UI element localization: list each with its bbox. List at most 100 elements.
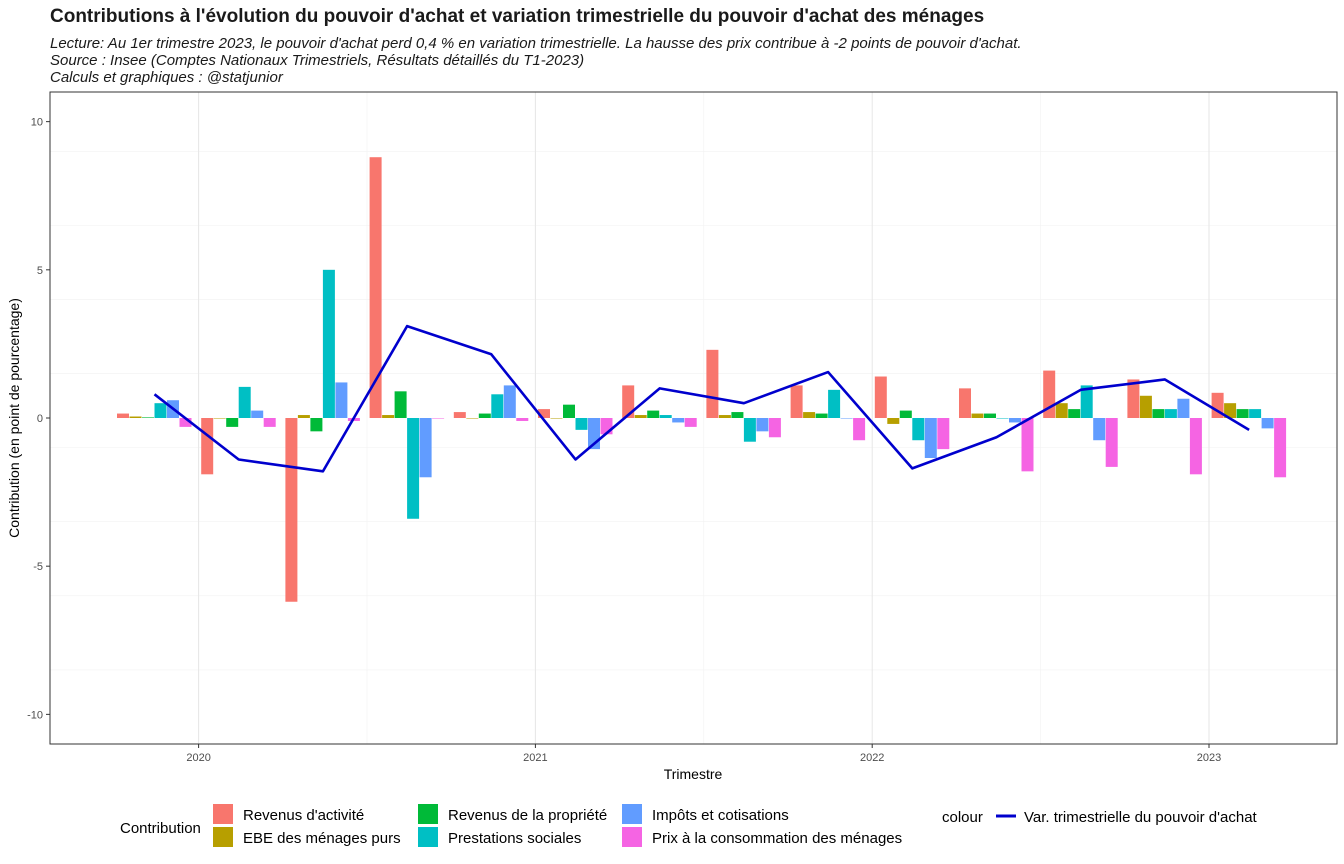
line-group xyxy=(153,324,1250,473)
bar-revenus-de-la-propriete-2022-T3 xyxy=(1068,409,1081,418)
bar-revenus-de-la-propriete-2022-T2 xyxy=(984,413,996,418)
bar-ebe-des-menages-purs-2023-T1 xyxy=(1224,403,1237,418)
bar-prestations-sociales-2022-T2 xyxy=(996,418,1009,419)
bar-revenus-de-la-propriete-2019-T4 xyxy=(142,417,154,418)
bar-impots-et-cotisations-2020-T2 xyxy=(335,382,348,418)
bar-ebe-des-menages-purs-2020-T1 xyxy=(213,418,226,419)
chart-subtitle-credits: Calculs et graphiques : @statjunior xyxy=(50,69,283,86)
bar-impots-et-cotisations-2020-T1 xyxy=(251,410,264,418)
bar-ebe-des-menages-purs-2022-T4 xyxy=(1139,395,1152,418)
bar-prix-a-la-consommation-des-menages-2020-T3 xyxy=(432,418,445,419)
bar-impots-et-cotisations-2020-T4 xyxy=(503,385,516,418)
legend: Contribution colour Revenus d'activité EB… xyxy=(120,804,1258,847)
bar-impots-et-cotisations-2022-T2 xyxy=(1009,418,1021,423)
bar-prestations-sociales-2020-T3 xyxy=(407,418,420,519)
x-axis: 2020 2021 2022 2023 xyxy=(186,744,1221,764)
legend-label-prestations-sociales: Prestations sociales xyxy=(448,830,581,847)
bar-impots-et-cotisations-2021-T4 xyxy=(840,418,853,419)
x-tick-label-2022: 2022 xyxy=(860,752,884,764)
legend-label-prix-a-la-consommation-des-menages: Prix à la consommation des ménages xyxy=(652,830,902,847)
bars-group xyxy=(117,157,1287,602)
bar-prestations-sociales-2022-T4 xyxy=(1164,409,1177,418)
x-tick-label-2023: 2023 xyxy=(1197,752,1221,764)
bar-revenus-d-activite-2022-T4 xyxy=(1127,379,1140,418)
x-axis-title: Trimestre xyxy=(664,766,723,782)
bar-ebe-des-menages-purs-2020-T3 xyxy=(382,415,395,418)
bar-prix-a-la-consommation-des-menages-2023-T1 xyxy=(1274,418,1287,478)
line-var-trimestrielle xyxy=(153,324,1250,473)
bar-revenus-d-activite-2021-T3 xyxy=(706,349,719,418)
bar-prix-a-la-consommation-des-menages-2020-T4 xyxy=(516,418,529,421)
x-tick-label-2020: 2020 xyxy=(186,752,210,764)
bar-revenus-de-la-propriete-2020-T1 xyxy=(226,418,239,427)
bar-revenus-d-activite-2020-T2 xyxy=(285,418,298,602)
bar-prestations-sociales-2020-T2 xyxy=(322,269,335,418)
bar-revenus-d-activite-2021-T4 xyxy=(790,385,803,418)
bar-impots-et-cotisations-2021-T2 xyxy=(672,418,685,423)
legend-key-revenus-d-activite xyxy=(213,804,233,824)
x-tick-label-2021: 2021 xyxy=(523,752,547,764)
legend-label-revenus-d-activite: Revenus d'activité xyxy=(243,807,364,824)
bar-prix-a-la-consommation-des-menages-2022-T3 xyxy=(1105,418,1118,467)
bar-ebe-des-menages-purs-2022-T2 xyxy=(971,413,984,418)
bar-revenus-de-la-propriete-2020-T3 xyxy=(394,391,407,418)
bar-impots-et-cotisations-2022-T3 xyxy=(1093,418,1106,441)
y-tick-label: 5 xyxy=(37,265,43,277)
bar-impots-et-cotisations-2021-T3 xyxy=(756,418,769,432)
bar-revenus-de-la-propriete-2021-T4 xyxy=(815,413,828,418)
bar-revenus-d-activite-2021-T1 xyxy=(538,409,550,418)
bar-prestations-sociales-2019-T4 xyxy=(154,403,167,418)
bar-revenus-de-la-propriete-2021-T2 xyxy=(647,410,660,418)
legend-label-impots-et-cotisations: Impôts et cotisations xyxy=(652,807,789,824)
bar-revenus-de-la-propriete-2022-T1 xyxy=(899,410,912,418)
bar-revenus-d-activite-2021-T2 xyxy=(622,385,635,418)
bar-revenus-de-la-propriete-2022-T4 xyxy=(1152,409,1165,418)
legend-label-revenus-de-la-propriete: Revenus de la propriété xyxy=(448,807,607,824)
bar-revenus-d-activite-2019-T4 xyxy=(117,413,129,418)
legend-title-contribution: Contribution xyxy=(120,820,201,837)
bar-impots-et-cotisations-2022-T1 xyxy=(924,418,937,459)
bar-prestations-sociales-2021-T1 xyxy=(575,418,588,430)
bar-prix-a-la-consommation-des-menages-2021-T4 xyxy=(853,418,866,441)
bar-prix-a-la-consommation-des-menages-2021-T3 xyxy=(768,418,781,438)
legend-key-ebe-des-menages-purs xyxy=(213,827,233,847)
bar-revenus-de-la-propriete-2021-T1 xyxy=(563,404,575,418)
bar-prestations-sociales-2022-T1 xyxy=(912,418,925,441)
bar-prestations-sociales-2023-T1 xyxy=(1249,409,1262,418)
bar-ebe-des-menages-purs-2022-T1 xyxy=(887,418,900,424)
bar-prix-a-la-consommation-des-menages-2022-T1 xyxy=(937,418,950,450)
bar-impots-et-cotisations-2022-T4 xyxy=(1177,398,1190,418)
bar-ebe-des-menages-purs-2019-T4 xyxy=(129,416,142,418)
legend-label-line: Var. trimestrielle du pouvoir d'achat xyxy=(1024,809,1258,826)
bar-prix-a-la-consommation-des-menages-2022-T4 xyxy=(1189,418,1202,475)
bar-ebe-des-menages-purs-2020-T2 xyxy=(297,415,310,418)
bar-revenus-de-la-propriete-2020-T2 xyxy=(310,418,323,432)
bar-ebe-des-menages-purs-2021-T2 xyxy=(634,415,647,418)
grid-lines xyxy=(50,92,1337,745)
legend-key-impots-et-cotisations xyxy=(622,804,642,824)
bar-revenus-d-activite-2022-T1 xyxy=(874,376,887,418)
bar-ebe-des-menages-purs-2021-T4 xyxy=(803,412,816,418)
bar-revenus-de-la-propriete-2023-T1 xyxy=(1236,409,1249,418)
bar-ebe-des-menages-purs-2021-T1 xyxy=(550,418,563,419)
bar-prix-a-la-consommation-des-menages-2021-T2 xyxy=(684,418,697,427)
bar-revenus-d-activite-2020-T1 xyxy=(201,418,214,475)
bar-revenus-d-activite-2020-T3 xyxy=(369,157,382,418)
y-axis: -10 -5 0 5 10 xyxy=(27,117,50,721)
legend-title-colour: colour xyxy=(942,809,983,826)
y-tick-label: -10 xyxy=(27,709,43,721)
chart-subtitle-source: Source : Insee (Comptes Nationaux Trimes… xyxy=(50,52,585,69)
bar-prix-a-la-consommation-des-menages-2019-T4 xyxy=(179,418,192,427)
bar-revenus-de-la-propriete-2020-T4 xyxy=(478,413,491,418)
y-tick-label: 0 xyxy=(37,413,43,425)
bar-prestations-sociales-2022-T3 xyxy=(1080,385,1093,418)
bar-prix-a-la-consommation-des-menages-2022-T2 xyxy=(1021,418,1034,472)
bar-prestations-sociales-2021-T3 xyxy=(743,418,756,442)
y-tick-label: 10 xyxy=(31,117,43,129)
legend-key-prix-a-la-consommation-des-menages xyxy=(622,827,642,847)
y-axis-title: Contribution (en point de pourcentage) xyxy=(6,298,22,538)
legend-label-ebe-des-menages-purs: EBE des ménages purs xyxy=(243,830,401,847)
bar-prestations-sociales-2021-T2 xyxy=(659,415,672,418)
bar-ebe-des-menages-purs-2020-T4 xyxy=(466,418,479,419)
bar-impots-et-cotisations-2023-T1 xyxy=(1261,418,1274,429)
